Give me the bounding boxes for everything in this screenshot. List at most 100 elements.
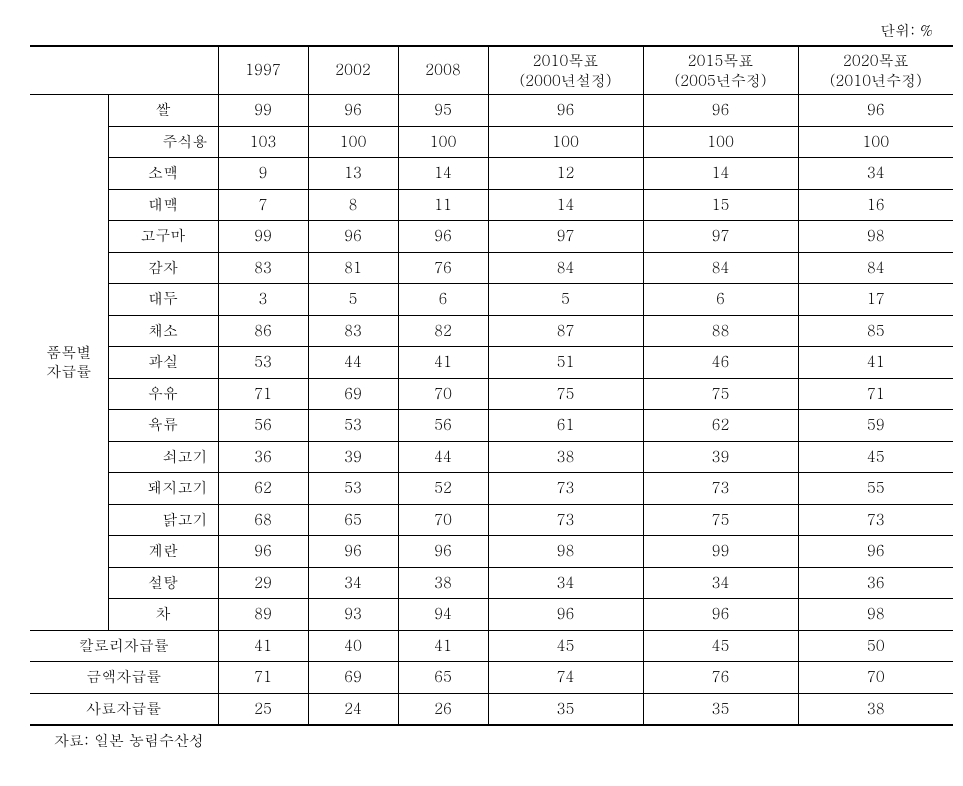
data-cell: 38 [488, 441, 643, 473]
data-cell: 70 [398, 378, 488, 410]
unit-label: 단위: % [30, 20, 933, 41]
data-cell: 55 [798, 473, 953, 505]
data-cell: 74 [488, 662, 643, 694]
data-cell: 69 [308, 662, 398, 694]
data-cell: 56 [218, 410, 308, 442]
header-1997: 1997 [218, 46, 308, 95]
data-cell: 71 [218, 378, 308, 410]
table-row: 소맥91314121434 [30, 158, 953, 190]
data-cell: 3 [218, 284, 308, 316]
data-cell: 84 [798, 252, 953, 284]
data-cell: 5 [488, 284, 643, 316]
data-cell: 73 [488, 473, 643, 505]
data-cell: 40 [308, 630, 398, 662]
data-cell: 39 [308, 441, 398, 473]
table-row: 우유716970757571 [30, 378, 953, 410]
data-cell: 96 [398, 536, 488, 568]
row-label: 우유 [108, 378, 218, 410]
data-cell: 99 [218, 221, 308, 253]
data-cell: 45 [488, 630, 643, 662]
data-cell: 9 [218, 158, 308, 190]
data-cell: 34 [798, 158, 953, 190]
table-row: 고구마999696979798 [30, 221, 953, 253]
data-cell: 96 [308, 536, 398, 568]
data-cell: 100 [798, 126, 953, 158]
table-row: 닭고기686570737573 [30, 504, 953, 536]
data-cell: 82 [398, 315, 488, 347]
row-label: 쌀 [108, 95, 218, 127]
data-cell: 100 [398, 126, 488, 158]
row-label: 고구마 [108, 221, 218, 253]
data-cell: 12 [488, 158, 643, 190]
row-label: 차 [108, 599, 218, 631]
data-cell: 34 [643, 567, 798, 599]
data-cell: 14 [398, 158, 488, 190]
category-label: 품목별자급률 [30, 95, 108, 631]
data-cell: 84 [643, 252, 798, 284]
table-row: 사료자급률252426353538 [30, 693, 953, 725]
data-cell: 71 [798, 378, 953, 410]
data-cell: 6 [643, 284, 798, 316]
data-cell: 98 [488, 536, 643, 568]
data-cell: 52 [398, 473, 488, 505]
data-cell: 29 [218, 567, 308, 599]
data-cell: 85 [798, 315, 953, 347]
table-row: 금액자급률716965747670 [30, 662, 953, 694]
row-label: 감자 [108, 252, 218, 284]
data-cell: 75 [643, 504, 798, 536]
data-cell: 44 [398, 441, 488, 473]
category-label-line2: 자급률 [46, 361, 91, 382]
data-cell: 65 [308, 504, 398, 536]
data-cell: 100 [488, 126, 643, 158]
data-cell: 34 [488, 567, 643, 599]
data-cell: 14 [643, 158, 798, 190]
data-cell: 76 [398, 252, 488, 284]
row-label: 주식용 [108, 126, 218, 158]
data-cell: 36 [798, 567, 953, 599]
table-row: 대맥7811141516 [30, 189, 953, 221]
data-cell: 53 [308, 473, 398, 505]
data-cell: 44 [308, 347, 398, 379]
table-row: 과실534441514641 [30, 347, 953, 379]
data-cell: 5 [308, 284, 398, 316]
data-cell: 96 [488, 95, 643, 127]
data-cell: 97 [643, 221, 798, 253]
table-row: 칼로리자급률414041454550 [30, 630, 953, 662]
summary-label: 금액자급률 [30, 662, 218, 694]
summary-label: 칼로리자급률 [30, 630, 218, 662]
header-2015-line2: (2005년수정) [674, 70, 766, 91]
data-cell: 36 [218, 441, 308, 473]
row-label: 닭고기 [108, 504, 218, 536]
data-cell: 98 [798, 599, 953, 631]
data-cell: 38 [798, 693, 953, 725]
data-cell: 96 [398, 221, 488, 253]
header-2008: 2008 [398, 46, 488, 95]
table-row: 채소868382878885 [30, 315, 953, 347]
data-cell: 17 [798, 284, 953, 316]
data-cell: 73 [488, 504, 643, 536]
data-cell: 83 [218, 252, 308, 284]
data-cell: 39 [643, 441, 798, 473]
data-cell: 35 [488, 693, 643, 725]
header-2015-line1: 2015목표 [688, 50, 754, 71]
row-label: 육류 [108, 410, 218, 442]
table-row: 차899394969698 [30, 599, 953, 631]
data-cell: 96 [798, 536, 953, 568]
data-cell: 73 [643, 473, 798, 505]
data-cell: 56 [398, 410, 488, 442]
data-cell: 86 [218, 315, 308, 347]
data-cell: 41 [218, 630, 308, 662]
table-row: 감자838176848484 [30, 252, 953, 284]
data-cell: 100 [643, 126, 798, 158]
data-cell: 68 [218, 504, 308, 536]
data-cell: 26 [398, 693, 488, 725]
data-cell: 96 [488, 599, 643, 631]
row-label: 쇠고기 [108, 441, 218, 473]
data-cell: 14 [488, 189, 643, 221]
table-row: 쇠고기363944383945 [30, 441, 953, 473]
row-label: 소맥 [108, 158, 218, 190]
data-cell: 89 [218, 599, 308, 631]
data-cell: 73 [798, 504, 953, 536]
data-cell: 34 [308, 567, 398, 599]
data-cell: 71 [218, 662, 308, 694]
